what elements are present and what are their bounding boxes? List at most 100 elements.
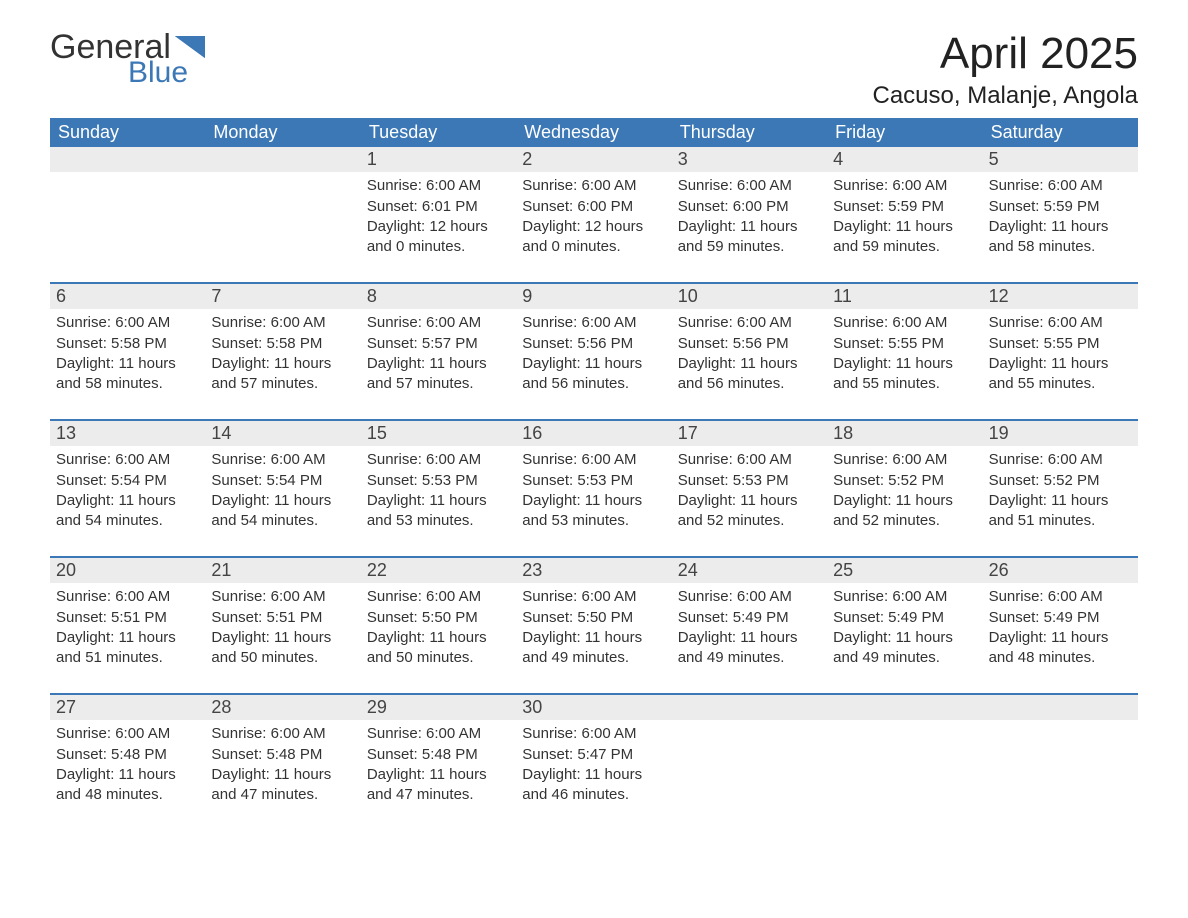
- day-cell: Sunrise: 6:00 AMSunset: 5:51 PMDaylight:…: [50, 583, 205, 675]
- day-cell: [983, 720, 1138, 812]
- sunset-text: Sunset: 6:01 PM: [367, 197, 510, 217]
- sunset-text: Sunset: 5:51 PM: [211, 608, 354, 628]
- sunset-text: Sunset: 5:49 PM: [678, 608, 821, 628]
- day-cell: Sunrise: 6:00 AMSunset: 6:00 PMDaylight:…: [672, 172, 827, 264]
- sunset-text: Sunset: 5:55 PM: [833, 334, 976, 354]
- sunset-text: Sunset: 5:59 PM: [989, 197, 1132, 217]
- day-number: [672, 695, 827, 720]
- daylight2-text: and 58 minutes.: [989, 237, 1132, 257]
- daylight2-text: and 49 minutes.: [522, 648, 665, 668]
- sunrise-text: Sunrise: 6:00 AM: [833, 313, 976, 333]
- day-cell: Sunrise: 6:00 AMSunset: 5:54 PMDaylight:…: [50, 446, 205, 538]
- sunset-text: Sunset: 5:47 PM: [522, 745, 665, 765]
- sunrise-text: Sunrise: 6:00 AM: [367, 724, 510, 744]
- day-cell: Sunrise: 6:00 AMSunset: 5:59 PMDaylight:…: [983, 172, 1138, 264]
- day-number: [827, 695, 982, 720]
- daylight2-text: and 54 minutes.: [211, 511, 354, 531]
- header-region: General Blue April 2025 Cacuso, Malanje,…: [50, 30, 1138, 110]
- daylight2-text: and 0 minutes.: [522, 237, 665, 257]
- sunset-text: Sunset: 5:56 PM: [522, 334, 665, 354]
- calendar-week: 6789101112Sunrise: 6:00 AMSunset: 5:58 P…: [50, 282, 1138, 401]
- day-number: 2: [516, 147, 671, 172]
- day-number: 3: [672, 147, 827, 172]
- daylight1-text: Daylight: 11 hours: [833, 628, 976, 648]
- sunrise-text: Sunrise: 6:00 AM: [211, 313, 354, 333]
- day-number: 9: [516, 284, 671, 309]
- daylight1-text: Daylight: 11 hours: [833, 217, 976, 237]
- day-number: 22: [361, 558, 516, 583]
- daylight2-text: and 0 minutes.: [367, 237, 510, 257]
- calendar-week: 13141516171819Sunrise: 6:00 AMSunset: 5:…: [50, 419, 1138, 538]
- daylight1-text: Daylight: 11 hours: [56, 628, 199, 648]
- daylight2-text: and 56 minutes.: [678, 374, 821, 394]
- sunrise-text: Sunrise: 6:00 AM: [989, 176, 1132, 196]
- day-number: 21: [205, 558, 360, 583]
- day-cell: Sunrise: 6:00 AMSunset: 5:56 PMDaylight:…: [516, 309, 671, 401]
- daylight1-text: Daylight: 11 hours: [367, 491, 510, 511]
- day-cell: Sunrise: 6:00 AMSunset: 5:52 PMDaylight:…: [983, 446, 1138, 538]
- day-number: 16: [516, 421, 671, 446]
- day-number: 1: [361, 147, 516, 172]
- weekday-header: Tuesday: [361, 118, 516, 147]
- sunrise-text: Sunrise: 6:00 AM: [678, 176, 821, 196]
- day-cell: Sunrise: 6:00 AMSunset: 5:48 PMDaylight:…: [50, 720, 205, 812]
- daylight1-text: Daylight: 11 hours: [989, 491, 1132, 511]
- sunset-text: Sunset: 5:54 PM: [211, 471, 354, 491]
- day-cell: Sunrise: 6:00 AMSunset: 5:49 PMDaylight:…: [827, 583, 982, 675]
- day-cell: Sunrise: 6:00 AMSunset: 6:01 PMDaylight:…: [361, 172, 516, 264]
- day-cell: Sunrise: 6:00 AMSunset: 5:48 PMDaylight:…: [205, 720, 360, 812]
- daynum-row: 12345: [50, 147, 1138, 172]
- day-cell: Sunrise: 6:00 AMSunset: 5:50 PMDaylight:…: [361, 583, 516, 675]
- daylight1-text: Daylight: 11 hours: [367, 354, 510, 374]
- daylight1-text: Daylight: 11 hours: [833, 491, 976, 511]
- sunset-text: Sunset: 5:52 PM: [989, 471, 1132, 491]
- weekday-header: Wednesday: [516, 118, 671, 147]
- daylight1-text: Daylight: 11 hours: [678, 628, 821, 648]
- daylight2-text: and 47 minutes.: [211, 785, 354, 805]
- day-number: 24: [672, 558, 827, 583]
- daylight2-text: and 58 minutes.: [56, 374, 199, 394]
- sunrise-text: Sunrise: 6:00 AM: [367, 313, 510, 333]
- sunset-text: Sunset: 5:48 PM: [211, 745, 354, 765]
- sunrise-text: Sunrise: 6:00 AM: [367, 587, 510, 607]
- sunrise-text: Sunrise: 6:00 AM: [678, 313, 821, 333]
- sunrise-text: Sunrise: 6:00 AM: [211, 587, 354, 607]
- day-cell: Sunrise: 6:00 AMSunset: 5:52 PMDaylight:…: [827, 446, 982, 538]
- sunset-text: Sunset: 5:55 PM: [989, 334, 1132, 354]
- day-number: 29: [361, 695, 516, 720]
- daylight1-text: Daylight: 11 hours: [211, 628, 354, 648]
- day-number: 11: [827, 284, 982, 309]
- daylight2-text: and 49 minutes.: [833, 648, 976, 668]
- sunset-text: Sunset: 5:53 PM: [367, 471, 510, 491]
- calendar-week: 27282930Sunrise: 6:00 AMSunset: 5:48 PMD…: [50, 693, 1138, 812]
- sunrise-text: Sunrise: 6:00 AM: [833, 450, 976, 470]
- day-number: 5: [983, 147, 1138, 172]
- day-cell: [205, 172, 360, 264]
- daylight1-text: Daylight: 11 hours: [989, 217, 1132, 237]
- sunset-text: Sunset: 5:49 PM: [989, 608, 1132, 628]
- daylight2-text: and 50 minutes.: [367, 648, 510, 668]
- sunrise-text: Sunrise: 6:00 AM: [522, 176, 665, 196]
- sunrise-text: Sunrise: 6:00 AM: [211, 724, 354, 744]
- day-cell: Sunrise: 6:00 AMSunset: 5:59 PMDaylight:…: [827, 172, 982, 264]
- day-cell: [50, 172, 205, 264]
- daylight1-text: Daylight: 11 hours: [989, 354, 1132, 374]
- daylight2-text: and 56 minutes.: [522, 374, 665, 394]
- brand-flag-icon: [175, 36, 205, 58]
- daynum-row: 27282930: [50, 695, 1138, 720]
- daylight2-text: and 50 minutes.: [211, 648, 354, 668]
- daylight1-text: Daylight: 11 hours: [678, 217, 821, 237]
- day-number: 13: [50, 421, 205, 446]
- daylight2-text: and 48 minutes.: [989, 648, 1132, 668]
- sunrise-text: Sunrise: 6:00 AM: [522, 724, 665, 744]
- day-cell: Sunrise: 6:00 AMSunset: 5:49 PMDaylight:…: [672, 583, 827, 675]
- day-number: [205, 147, 360, 172]
- day-number: 14: [205, 421, 360, 446]
- day-cell: Sunrise: 6:00 AMSunset: 5:55 PMDaylight:…: [827, 309, 982, 401]
- daylight1-text: Daylight: 12 hours: [367, 217, 510, 237]
- sunrise-text: Sunrise: 6:00 AM: [678, 587, 821, 607]
- weekday-header: Saturday: [983, 118, 1138, 147]
- weekday-header: Friday: [827, 118, 982, 147]
- daylight1-text: Daylight: 11 hours: [522, 765, 665, 785]
- day-number: 6: [50, 284, 205, 309]
